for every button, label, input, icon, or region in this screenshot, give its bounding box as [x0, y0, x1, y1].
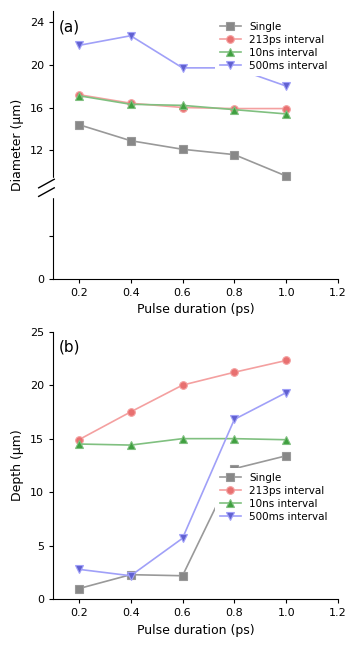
Single: [232, 465, 237, 472]
213ps interval: [180, 381, 185, 389]
213ps interval: [232, 105, 237, 113]
Y-axis label: Diameter (μm): Diameter (μm): [11, 99, 24, 191]
Single: [129, 137, 133, 145]
500ms interval: [77, 41, 81, 49]
Line: Single: Single: [75, 452, 290, 592]
500ms interval: [129, 32, 133, 40]
500ms interval: [232, 415, 237, 423]
Legend: Single, 213ps interval, 10ns interval, 500ms interval: Single, 213ps interval, 10ns interval, 5…: [215, 468, 333, 527]
500ms interval: [284, 389, 288, 397]
Line: Single: Single: [75, 121, 290, 180]
10ns interval: [232, 106, 237, 113]
10ns interval: [180, 435, 185, 443]
Single: [180, 145, 185, 153]
Single: [129, 571, 133, 579]
Single: [180, 572, 185, 579]
Single: [77, 584, 81, 592]
Single: [232, 151, 237, 159]
213ps interval: [129, 408, 133, 416]
213ps interval: [77, 91, 81, 98]
Line: 213ps interval: 213ps interval: [75, 356, 290, 443]
10ns interval: [284, 110, 288, 118]
Line: 500ms interval: 500ms interval: [75, 32, 290, 90]
500ms interval: [232, 64, 237, 72]
10ns interval: [129, 100, 133, 108]
10ns interval: [284, 436, 288, 444]
213ps interval: [77, 436, 81, 444]
Line: 10ns interval: 10ns interval: [75, 435, 290, 449]
Y-axis label: Depth (μm): Depth (μm): [11, 430, 24, 502]
10ns interval: [77, 440, 81, 448]
500ms interval: [180, 535, 185, 542]
Line: 500ms interval: 500ms interval: [75, 389, 290, 579]
500ms interval: [129, 572, 133, 579]
Text: (b): (b): [59, 340, 80, 354]
10ns interval: [180, 102, 185, 110]
213ps interval: [232, 368, 237, 376]
213ps interval: [284, 105, 288, 113]
10ns interval: [129, 441, 133, 449]
500ms interval: [77, 566, 81, 573]
Text: (a): (a): [59, 19, 80, 34]
213ps interval: [180, 104, 185, 111]
Single: [77, 121, 81, 128]
10ns interval: [77, 92, 81, 100]
X-axis label: Pulse duration (ps): Pulse duration (ps): [137, 624, 254, 637]
Line: 10ns interval: 10ns interval: [75, 92, 290, 118]
213ps interval: [129, 99, 133, 107]
213ps interval: [284, 356, 288, 364]
X-axis label: Pulse duration (ps): Pulse duration (ps): [137, 303, 254, 316]
500ms interval: [284, 82, 288, 90]
Line: 213ps interval: 213ps interval: [75, 91, 290, 112]
Single: [284, 452, 288, 459]
Legend: Single, 213ps interval, 10ns interval, 500ms interval: Single, 213ps interval, 10ns interval, 5…: [215, 16, 333, 76]
500ms interval: [180, 64, 185, 72]
Single: [284, 172, 288, 180]
10ns interval: [232, 435, 237, 443]
